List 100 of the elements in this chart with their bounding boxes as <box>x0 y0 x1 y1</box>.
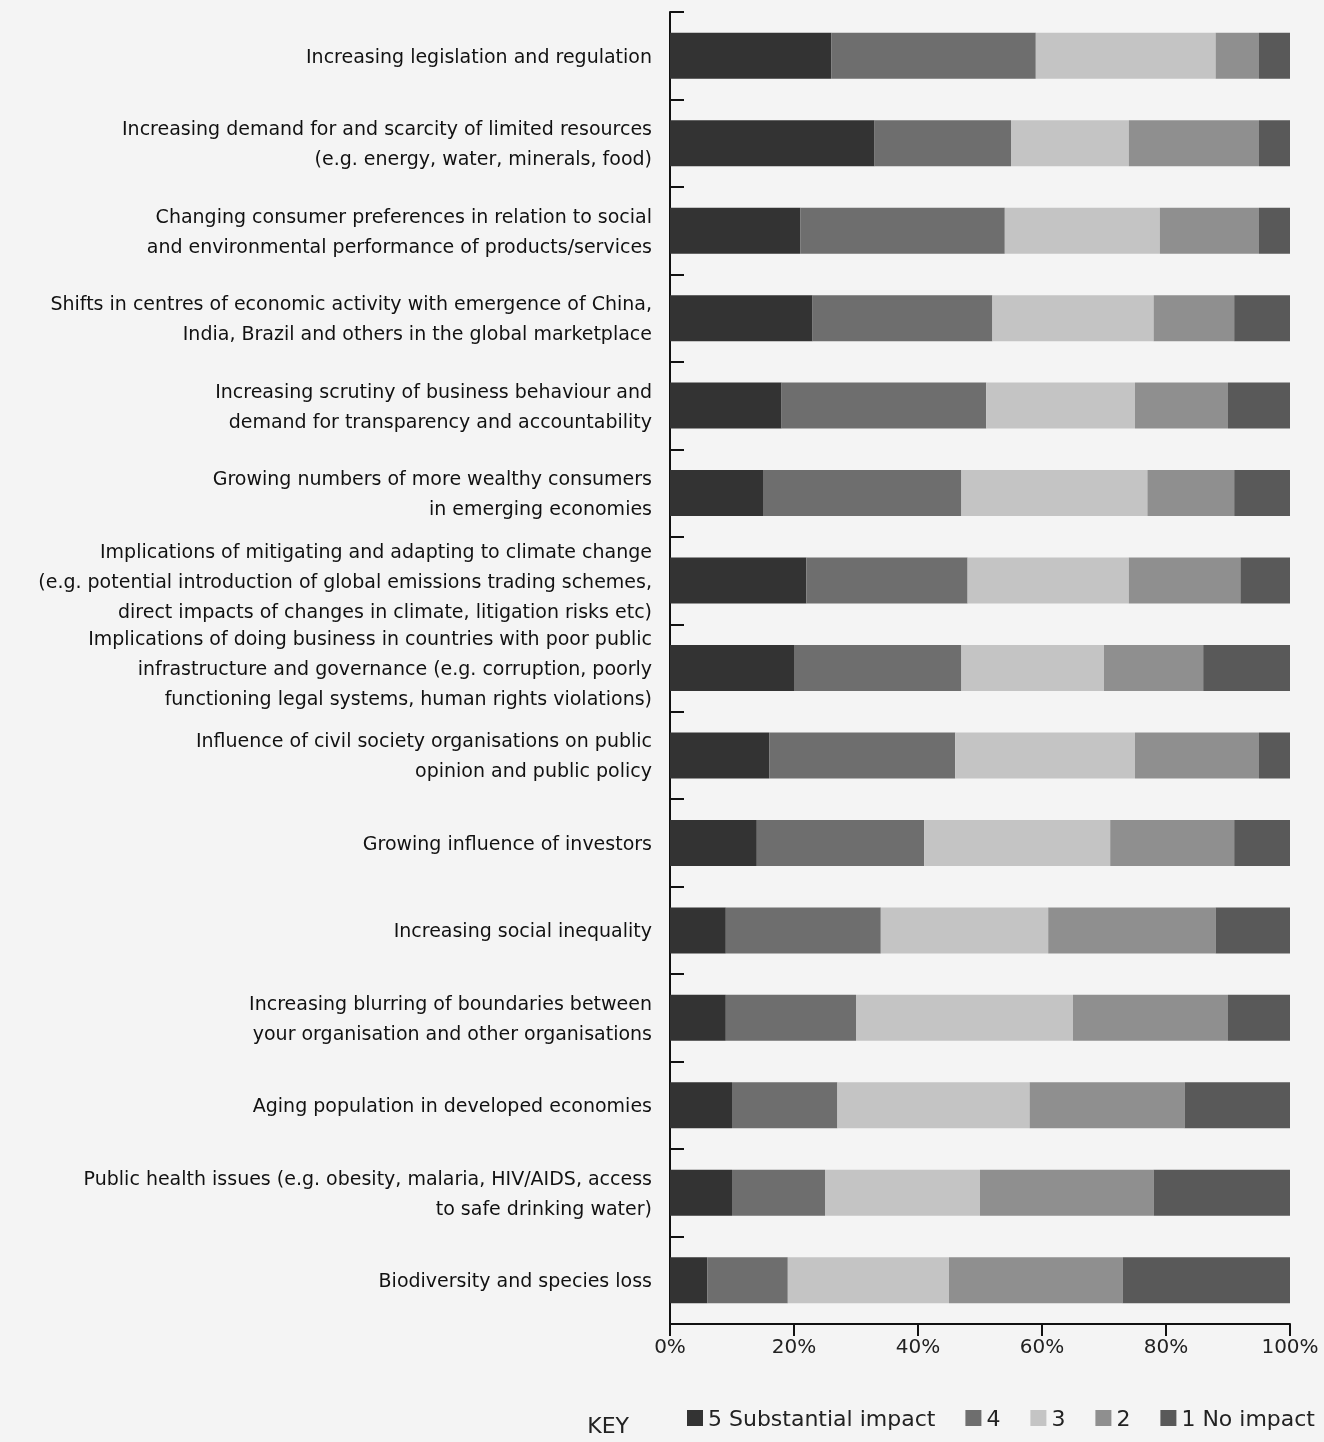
bar <box>961 645 1104 691</box>
bar <box>670 645 794 691</box>
bar <box>980 1169 1154 1216</box>
bar <box>670 732 770 779</box>
bar <box>1135 732 1259 779</box>
y-tick-label: Increasing social inequality <box>393 919 652 942</box>
bar <box>874 120 1011 167</box>
bar <box>763 470 962 517</box>
bar <box>800 207 1005 254</box>
bar <box>992 295 1154 342</box>
bar <box>707 1257 788 1304</box>
bar <box>1048 907 1216 954</box>
bar <box>1184 1082 1290 1129</box>
legend-label: 3 <box>1051 1405 1066 1431</box>
y-tick-label: Implications of doing business in countries with poor public infrastructure and governance (e.g. corruption, poorly functioning legal systems, human rights violations) <box>88 627 652 709</box>
bar <box>1259 120 1290 167</box>
bar <box>812 295 993 342</box>
bar <box>732 1169 825 1216</box>
bar <box>1153 1169 1290 1216</box>
y-tick-label: Shifts in centres of economic activity with emergence of China, India, Brazil and others in the global marketplace <box>50 292 652 345</box>
bar <box>1073 994 1228 1041</box>
bar <box>1135 382 1228 429</box>
legend-label: 2 <box>1116 1405 1131 1431</box>
bar <box>670 382 782 429</box>
legend-label: 1 No impact <box>1181 1405 1316 1431</box>
x-tick-label: 100% <box>1261 1334 1319 1358</box>
bar <box>781 382 987 429</box>
bar <box>825 1169 980 1216</box>
y-tick-label: Growing influence of investors <box>362 831 652 854</box>
y-tick-label: Public health issues (e.g. obesity, malaria, HIV/AIDS, access to safe drinking water) <box>83 1166 652 1219</box>
bar <box>924 819 1111 866</box>
bar <box>670 907 726 954</box>
bar <box>1240 557 1290 604</box>
x-tick-label: 80% <box>1143 1334 1189 1358</box>
bar <box>670 32 832 79</box>
bar <box>670 819 757 866</box>
bar <box>794 645 962 691</box>
bar <box>1228 382 1290 429</box>
bar <box>967 557 1129 604</box>
y-tick-label: Implications of mitigating and adapting to climate change (e.g. potential introduction of global emissions trading schemes, direct impacts of changes in climate, litigation risks etc) <box>38 539 652 622</box>
bar <box>1215 907 1290 954</box>
bar <box>670 557 807 604</box>
bar <box>961 470 1148 517</box>
bar <box>949 1257 1123 1304</box>
bar <box>670 994 726 1041</box>
bar <box>725 907 881 954</box>
bar <box>725 994 856 1041</box>
bar <box>1153 295 1235 342</box>
bar <box>880 907 1049 954</box>
bar <box>670 470 763 517</box>
bar <box>756 819 925 866</box>
bar <box>986 382 1135 429</box>
bar <box>670 295 813 342</box>
y-tick-label: Increasing scrutiny of business behaviour and demand for transparency and accountability <box>215 379 652 432</box>
bar <box>1035 32 1216 79</box>
y-tick-label: Aging population in developed economies <box>252 1094 652 1117</box>
bar <box>1110 819 1235 866</box>
bar <box>1259 32 1290 79</box>
bar <box>1228 994 1290 1041</box>
x-tick-label: 20% <box>771 1334 817 1358</box>
bar <box>1004 207 1160 254</box>
bar <box>831 32 1036 79</box>
bar <box>1104 645 1204 691</box>
bar <box>1122 1257 1290 1304</box>
x-tick-label: 60% <box>1019 1334 1065 1358</box>
y-tick-label: Increasing blurring of boundaries between your organisation and other organisations <box>249 991 652 1044</box>
y-tick-label: Changing consumer preferences in relation to social and environmental performance of products/services <box>146 204 652 257</box>
legend-label: 4 <box>986 1405 1001 1431</box>
x-tick-label: 40% <box>895 1334 941 1358</box>
bar <box>1259 732 1290 779</box>
bar <box>1234 470 1290 517</box>
legend-label: 5 Substantial impact <box>707 1405 936 1431</box>
y-tick-label: Increasing legislation and regulation <box>306 44 652 67</box>
bar <box>1029 1082 1185 1129</box>
bar <box>1215 32 1259 79</box>
bar <box>955 732 1135 779</box>
bar <box>1234 819 1290 866</box>
bar <box>1259 207 1290 254</box>
bar <box>1128 120 1259 167</box>
bar <box>856 994 1073 1041</box>
bar <box>837 1082 1030 1129</box>
y-tick-label: Biodiversity and species loss <box>378 1269 652 1292</box>
bar <box>1011 120 1129 167</box>
y-tick-label: Growing numbers of more wealthy consumers in emerging economies <box>212 467 652 520</box>
bar <box>1147 470 1235 517</box>
bar <box>787 1257 949 1304</box>
y-tick-label: Increasing demand for and scarcity of limited resources (e.g. energy, water, minerals, food) <box>122 117 652 170</box>
y-tick-label: Influence of civil society organisations on public opinion and public policy <box>195 729 652 782</box>
bar <box>670 207 801 254</box>
bar <box>1128 557 1241 604</box>
x-tick-label: 0% <box>654 1334 686 1358</box>
bar <box>1159 207 1259 254</box>
bar <box>806 557 968 604</box>
bar <box>769 732 956 779</box>
bar <box>732 1082 838 1129</box>
bar <box>670 120 875 167</box>
bar <box>670 1082 732 1129</box>
legend-title: KEY <box>587 1412 630 1438</box>
bar <box>1203 645 1290 691</box>
bar <box>670 1169 732 1216</box>
